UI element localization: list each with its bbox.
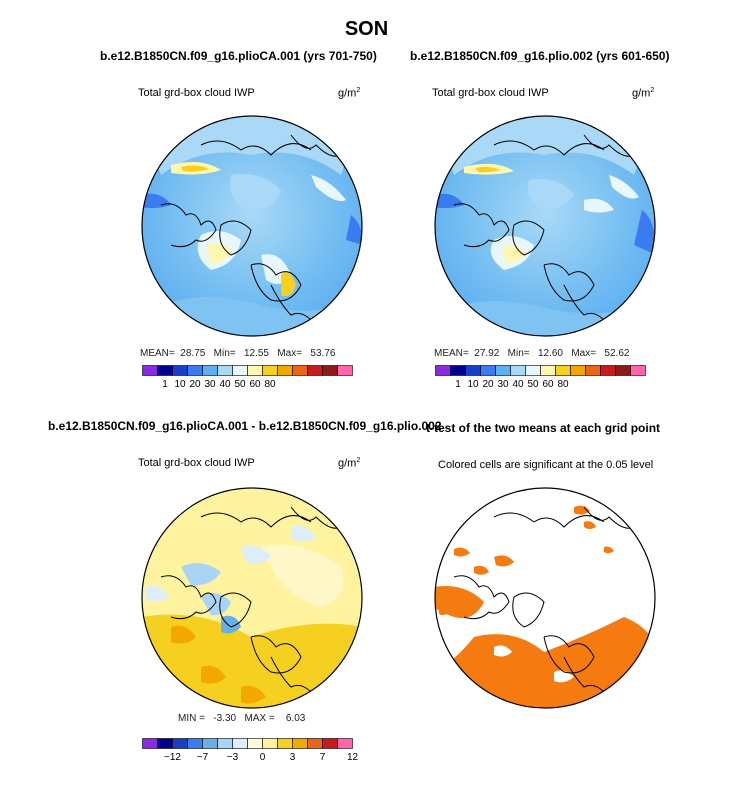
colorbar-box: [600, 365, 616, 376]
units-label-bottom-left: g/m2: [338, 457, 361, 470]
colorbar-box: [585, 365, 601, 376]
colorbar-box: [307, 365, 323, 376]
colorbar-box: [187, 365, 203, 376]
panel-title-top-right: b.e12.B1850CN.f09_g16.plio.002 (yrs 601-…: [410, 49, 670, 63]
colorbar-box: [202, 365, 218, 376]
colorbar-tick-label: 1: [162, 379, 168, 390]
colorbar-box: [172, 365, 188, 376]
colorbar-box: [322, 365, 338, 376]
colorbar-tick-label: 10: [467, 379, 479, 390]
colorbar-tick-label: 50: [527, 379, 539, 390]
colorbar-box: [322, 738, 338, 749]
stats-top-right: MEAN= 27.92 Min= 12.60 Max= 52.62: [434, 348, 630, 359]
colorbar-tick-label: 12: [347, 752, 359, 763]
colorbar-box: [307, 738, 323, 749]
colorbar-box: [157, 365, 173, 376]
colorbar-box: [337, 738, 353, 749]
colorbar-box: [217, 365, 233, 376]
units-label-top-right: g/m2: [632, 87, 655, 100]
colorbar-box: [202, 738, 218, 749]
colorbar-box: [480, 365, 496, 376]
colorbar-box: [570, 365, 586, 376]
stats-bottom-left: MIN = -3.30 MAX = 6.03: [178, 713, 306, 724]
colorbar-box: [217, 738, 233, 749]
colorbar-tick-label: 60: [249, 379, 261, 390]
colorbar-box: [337, 365, 353, 376]
colorbar-box: [510, 365, 526, 376]
colorbar-tick-label: 40: [219, 379, 231, 390]
colorbar-top-right: 1 10 20 30 40 50 60 80: [435, 365, 646, 390]
colorbar-box: [142, 365, 158, 376]
panel-title-bottom-right: t-test of the two means at each grid poi…: [426, 421, 661, 435]
colorbar-box: [187, 738, 203, 749]
colorbar-tick-label: 50: [234, 379, 246, 390]
colorbar-box: [277, 738, 293, 749]
colorbar-box: [247, 365, 263, 376]
colorbar-tick-label: 0: [260, 752, 266, 763]
colorbar-tick-label: −7: [197, 752, 209, 763]
colorbar-box: [277, 365, 293, 376]
colorbar-box: [142, 738, 158, 749]
colorbar-tick-label: 40: [512, 379, 524, 390]
colorbar-box: [247, 738, 263, 749]
significance-note: Colored cells are significant at the 0.0…: [438, 459, 654, 471]
variable-label-top-left: Total grd-box cloud IWP: [138, 87, 255, 99]
colorbar-tick-label: 3: [290, 752, 296, 763]
colorbar-box: [292, 738, 308, 749]
variable-label-top-right: Total grd-box cloud IWP: [432, 87, 549, 99]
colorbar-box: [615, 365, 631, 376]
colorbar-tick-label: 80: [264, 379, 276, 390]
colorbar-tick-label: −12: [164, 752, 181, 763]
colorbar-box: [450, 365, 466, 376]
colorbar-tick-label: 1: [455, 379, 461, 390]
colorbar-tick-label: 30: [497, 379, 509, 390]
map-bottom-right: [434, 487, 656, 709]
colorbar-tick-label: 80: [557, 379, 569, 390]
colorbar-tick-label: 30: [204, 379, 216, 390]
colorbar-box: [525, 365, 541, 376]
colorbar-box: [262, 738, 278, 749]
colorbar-box: [157, 738, 173, 749]
colorbar-bottom-left: −12 −7 −3 0 3 7 12: [142, 738, 359, 763]
colorbar-tick-label: 10: [174, 379, 186, 390]
colorbar-box: [292, 365, 308, 376]
colorbar-tick-label: 7: [320, 752, 326, 763]
colorbar-box: [630, 365, 646, 376]
colorbar-tick-label: 60: [542, 379, 554, 390]
colorbar-box: [232, 365, 248, 376]
map-top-left: [141, 115, 363, 337]
figure-title: SON: [344, 18, 389, 40]
colorbar-top-left: 1 10 20 30 40 50 60 80: [142, 365, 353, 390]
colorbar-box: [172, 738, 188, 749]
colorbar-box: [465, 365, 481, 376]
panel-title-top-left: b.e12.B1850CN.f09_g16.plioCA.001 (yrs 70…: [100, 49, 377, 63]
stats-top-left: MEAN= 28.75 Min= 12.55 Max= 53.76: [140, 348, 336, 359]
colorbar-box: [555, 365, 571, 376]
panel-title-bottom-left: b.e12.B1850CN.f09_g16.plioCA.001 - b.e12…: [48, 419, 442, 433]
units-label-top-left: g/m2: [338, 87, 361, 100]
colorbar-tick-label: −3: [227, 752, 239, 763]
map-bottom-left: [141, 487, 363, 709]
variable-label-bottom-left: Total grd-box cloud IWP: [138, 457, 255, 469]
colorbar-tick-label: 20: [189, 379, 201, 390]
colorbar-box: [540, 365, 556, 376]
colorbar-tick-label: 20: [482, 379, 494, 390]
colorbar-box: [232, 738, 248, 749]
map-top-right: [434, 115, 656, 337]
colorbar-box: [495, 365, 511, 376]
colorbar-box: [435, 365, 451, 376]
colorbar-box: [262, 365, 278, 376]
